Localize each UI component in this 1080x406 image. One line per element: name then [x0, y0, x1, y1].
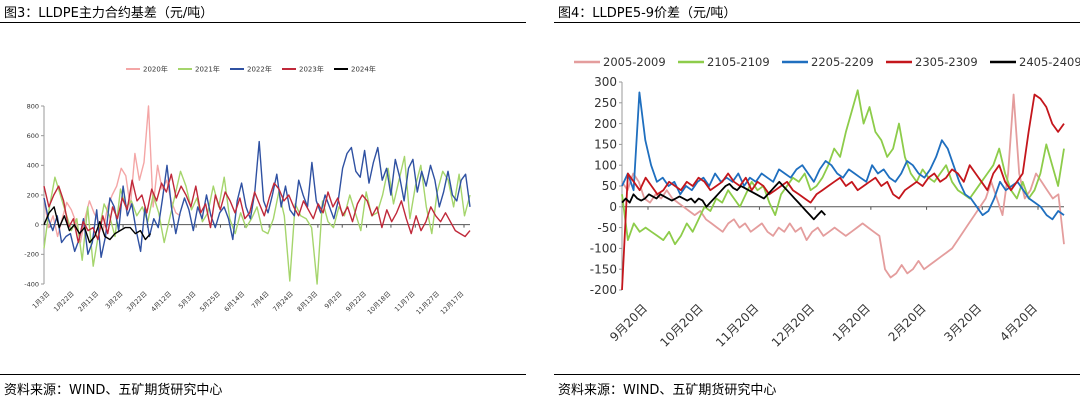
source-note: 资料来源：WIND、五矿期货研究中心	[558, 383, 777, 398]
x-tick-label: 10月18日	[366, 290, 393, 317]
x-tick-label: 9月2日	[323, 290, 344, 311]
legend: 2020年 2021年 2022年 2023年 2024年	[126, 64, 376, 73]
x-tick-label: 7月4日	[250, 290, 271, 311]
legend-label: 2305-2309	[915, 55, 978, 69]
legend-label: 2021年	[195, 64, 220, 73]
chart-title: 图3：LLDPE主力合约基差（元/吨）	[4, 6, 214, 21]
x-tick-label: 1月3日	[31, 290, 52, 311]
y-tick-label: 200	[27, 191, 39, 199]
divider	[554, 374, 1080, 375]
panel-basis: 图3：LLDPE主力合约基差（元/吨） 2020年 2021年 2022年 2023年…	[0, 0, 526, 406]
y-tick-label: -150	[590, 262, 617, 276]
x-tick-label: 9月22日	[344, 290, 368, 314]
x-tick-label: 11月20日	[713, 301, 761, 349]
series-line	[43, 105, 181, 244]
x-tick-label: 1月22日	[52, 290, 76, 314]
x-tick-label: 12月17日	[439, 290, 466, 317]
x-tick-label: 3月22日	[125, 290, 149, 314]
divider	[0, 22, 526, 23]
legend-label: 2405-2409	[1019, 55, 1080, 69]
divider	[0, 374, 526, 375]
series-line	[621, 91, 1065, 221]
y-tick-label: -400	[24, 280, 39, 288]
x-tick-label: 5月3日	[177, 290, 198, 311]
y-tick-label: -200	[24, 251, 39, 259]
y-tick-label: 150	[594, 138, 617, 152]
legend-label: 2023年	[299, 64, 324, 73]
x-tick-label: 4月20日	[997, 301, 1040, 344]
panel-spread: 图4：LLDPE5-9价差（元/吨） 2005-2009 2105-2109 220…	[554, 0, 1080, 406]
x-tick-label: 6月14日	[223, 290, 247, 314]
x-tick-label: 12月20日	[769, 301, 817, 349]
y-tick-label: 600	[27, 132, 39, 140]
y-tick-label: 100	[594, 158, 617, 172]
series-line	[621, 93, 1065, 279]
x-tick-label: 8月13日	[296, 290, 320, 314]
legend-label: 2020年	[143, 64, 168, 73]
x-tick-label: 2月20日	[886, 301, 929, 344]
y-tick-label: 250	[594, 96, 617, 110]
y-tick-label: -200	[590, 283, 617, 297]
y-tick-label: -100	[590, 242, 617, 256]
x-tick-label: 3月2日	[104, 290, 125, 311]
y-tick-label: 0	[609, 200, 617, 214]
legend-label: 2024年	[351, 64, 376, 73]
y-tick-label: 300	[594, 75, 617, 89]
series-line	[43, 173, 471, 244]
spread-chart: 2005-2009 2105-2109 2205-2209 2305-2309 2405…	[574, 55, 1080, 350]
y-tick-label: -50	[597, 221, 617, 235]
legend-label: 2105-2109	[707, 55, 770, 69]
legend: 2005-2009 2105-2109 2205-2209 2305-2309 2405…	[574, 55, 1080, 69]
y-tick-label: 800	[27, 102, 39, 110]
divider	[554, 22, 1080, 23]
x-tick-label: 10月20日	[657, 301, 705, 349]
x-tick-label: 1月20日	[830, 301, 873, 344]
x-tick-label: 11月7日	[393, 290, 417, 314]
y-tick-label: 400	[27, 162, 39, 170]
x-tick-label: 3月20日	[941, 301, 984, 344]
series-line	[43, 140, 471, 259]
basis-chart: 2020年 2021年 2022年 2023年 2024年 -400 -200 0 200 400…	[24, 64, 471, 317]
series-line	[43, 206, 152, 244]
y-tick-label: 200	[594, 117, 617, 131]
chart-title: 图4：LLDPE5-9价差（元/吨）	[558, 6, 737, 21]
x-tick-label: 7月24日	[271, 290, 295, 314]
legend-label: 2005-2009	[603, 55, 666, 69]
series-line	[43, 155, 471, 285]
source-note: 资料来源：WIND、五矿期货研究中心	[4, 383, 223, 398]
series-line	[621, 180, 826, 221]
x-tick-label: 2月11日	[76, 290, 100, 314]
x-tick-label: 5月25日	[198, 290, 222, 314]
y-tick-label: 50	[602, 179, 617, 193]
x-tick-label: 11月27日	[415, 290, 442, 317]
series-line	[621, 89, 1065, 246]
x-tick-label: 4月12日	[150, 290, 174, 314]
series-line	[621, 93, 1065, 291]
x-tick-label: 9月20日	[607, 301, 650, 344]
legend-label: 2022年	[247, 64, 272, 73]
legend-label: 2205-2209	[811, 55, 874, 69]
y-tick-label: 0	[35, 221, 39, 229]
